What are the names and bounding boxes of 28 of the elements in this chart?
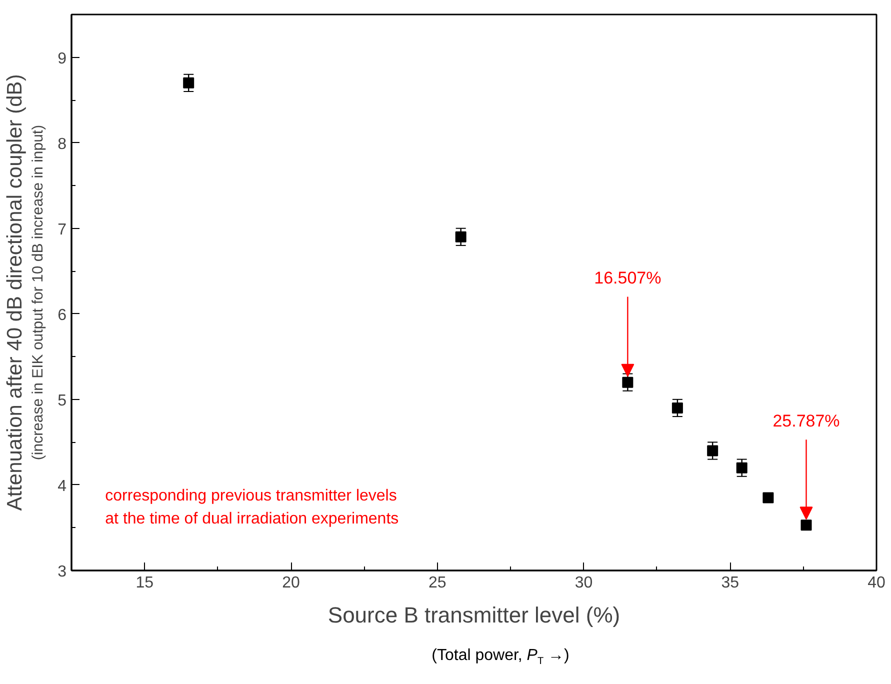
y-tick-label: 3: [58, 564, 67, 580]
text: (Total power, P$_{T}$ →): [432, 646, 570, 670]
x-tick-label: 25: [428, 574, 446, 592]
y-tick-label: 8: [58, 136, 67, 153]
point: [622, 376, 634, 388]
y-tick-label: 9: [58, 50, 67, 68]
point: [707, 445, 718, 456]
annotation: corresponding previous transmitter levels at the time of dual irradiation experiments: [105, 488, 399, 528]
point: [672, 402, 683, 414]
x-tick-label: 30: [574, 574, 593, 592]
y-axis-title: Attenuation after 40 dB directional coupler (dB): [4, 74, 26, 511]
x-tick-label: 20: [282, 574, 300, 592]
point: [455, 231, 466, 242]
y-tick-label: 6: [58, 306, 67, 324]
y-tick-label: 4: [58, 478, 67, 495]
text: (increase in EIK output for 10 dB increase in input): [30, 124, 47, 460]
point: [800, 520, 812, 531]
point: [183, 77, 194, 88]
annotation: 25.787%: [772, 411, 840, 430]
point: [736, 462, 748, 474]
x-tick-label: 40: [868, 574, 886, 592]
x-tick-label: 35: [721, 574, 740, 592]
x-axis-title: Source B transmitter level (%): [328, 602, 620, 628]
y-tick-label: 7: [58, 221, 67, 238]
x-tick-label: 15: [136, 574, 154, 592]
point: [762, 492, 774, 504]
y-tick-label: 5: [58, 392, 67, 410]
annotation: 16.507%: [594, 268, 662, 288]
